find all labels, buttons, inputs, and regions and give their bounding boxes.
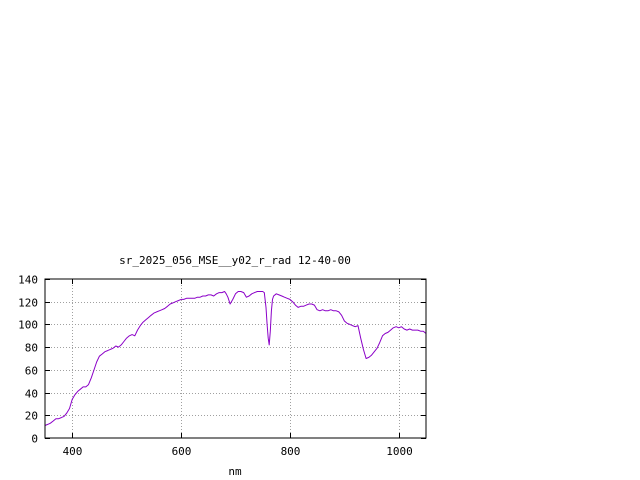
x-tick-label: 400 [63, 445, 83, 458]
y-tick-label: 120 [18, 297, 38, 310]
series-line-0 [44, 291, 427, 426]
y-tick-label: 60 [25, 365, 38, 378]
x-axis: 400 600 800 1000 [63, 279, 413, 458]
chart-title: sr_2025_056_MSE__y02_r_rad 12-40-00 [119, 254, 351, 267]
y-tick-label: 0 [31, 433, 38, 446]
x-tick-label: 600 [172, 445, 192, 458]
series-layer [44, 291, 427, 426]
y-tick-label: 140 [18, 274, 38, 287]
plot-frame [44, 278, 427, 439]
y-tick-label: 40 [25, 388, 38, 401]
x-tick-label: 1000 [386, 445, 413, 458]
y-tick-label: 100 [18, 319, 38, 332]
x-axis-label: nm [228, 465, 242, 478]
grid [45, 279, 426, 438]
y-axis: 0 20 40 60 80 100 120 140 [18, 274, 426, 446]
y-tick-label: 20 [25, 410, 38, 423]
y-tick-label: 80 [25, 342, 38, 355]
x-tick-label: 800 [281, 445, 301, 458]
